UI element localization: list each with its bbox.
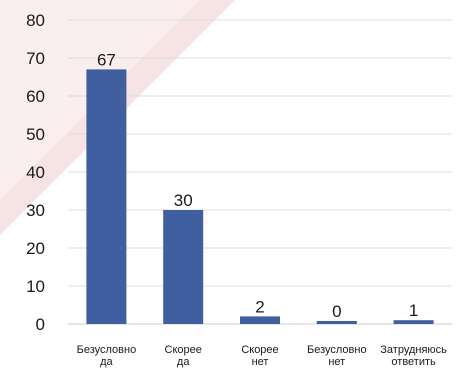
y-tick-label-20: 20 — [26, 239, 45, 258]
y-tick-label-40: 40 — [26, 163, 45, 182]
data-label-4: 1 — [409, 301, 418, 320]
bar-0 — [86, 69, 127, 325]
y-tick-label-30: 30 — [26, 201, 45, 220]
bars — [86, 69, 434, 325]
category-label-3-line-1: нет — [328, 356, 345, 368]
data-labels: 67 30 2 0 1 — [97, 50, 418, 321]
category-label-0-line-0: Безусловно — [77, 344, 137, 356]
data-label-0: 67 — [97, 50, 116, 69]
category-label-1-line-0: Скорее — [165, 344, 202, 356]
bar-3 — [316, 321, 357, 324]
category-label-1-line-1: да — [177, 356, 190, 368]
y-axis-tick-labels: 0 10 20 30 40 50 60 70 80 — [26, 11, 45, 334]
category-label-3-line-0: Безусловно — [307, 344, 367, 356]
bar-4 — [393, 320, 434, 324]
category-label-4-line-1: ответить — [391, 356, 436, 368]
gridlines — [68, 19, 452, 325]
y-tick-label-80: 80 — [26, 11, 45, 30]
data-label-2: 2 — [255, 297, 264, 316]
y-tick-label-60: 60 — [26, 87, 45, 106]
category-label-0-line-1: да — [100, 356, 113, 368]
data-label-3: 0 — [332, 302, 341, 321]
bar-1 — [163, 210, 204, 324]
category-label-2-line-1: нет — [252, 356, 269, 368]
y-tick-label-50: 50 — [26, 125, 45, 144]
x-axis-category-labels: БезусловнодаСкореедаСкореенетБезусловнон… — [77, 344, 448, 368]
y-tick-label-10: 10 — [26, 277, 45, 296]
y-tick-label-0: 0 — [36, 315, 45, 334]
bar-2 — [240, 316, 280, 324]
category-label-2-line-0: Скорее — [241, 344, 278, 356]
data-label-1: 30 — [174, 191, 193, 210]
y-tick-label-70: 70 — [26, 49, 45, 68]
category-label-4-line-0: Затрудняюсь — [380, 344, 447, 356]
